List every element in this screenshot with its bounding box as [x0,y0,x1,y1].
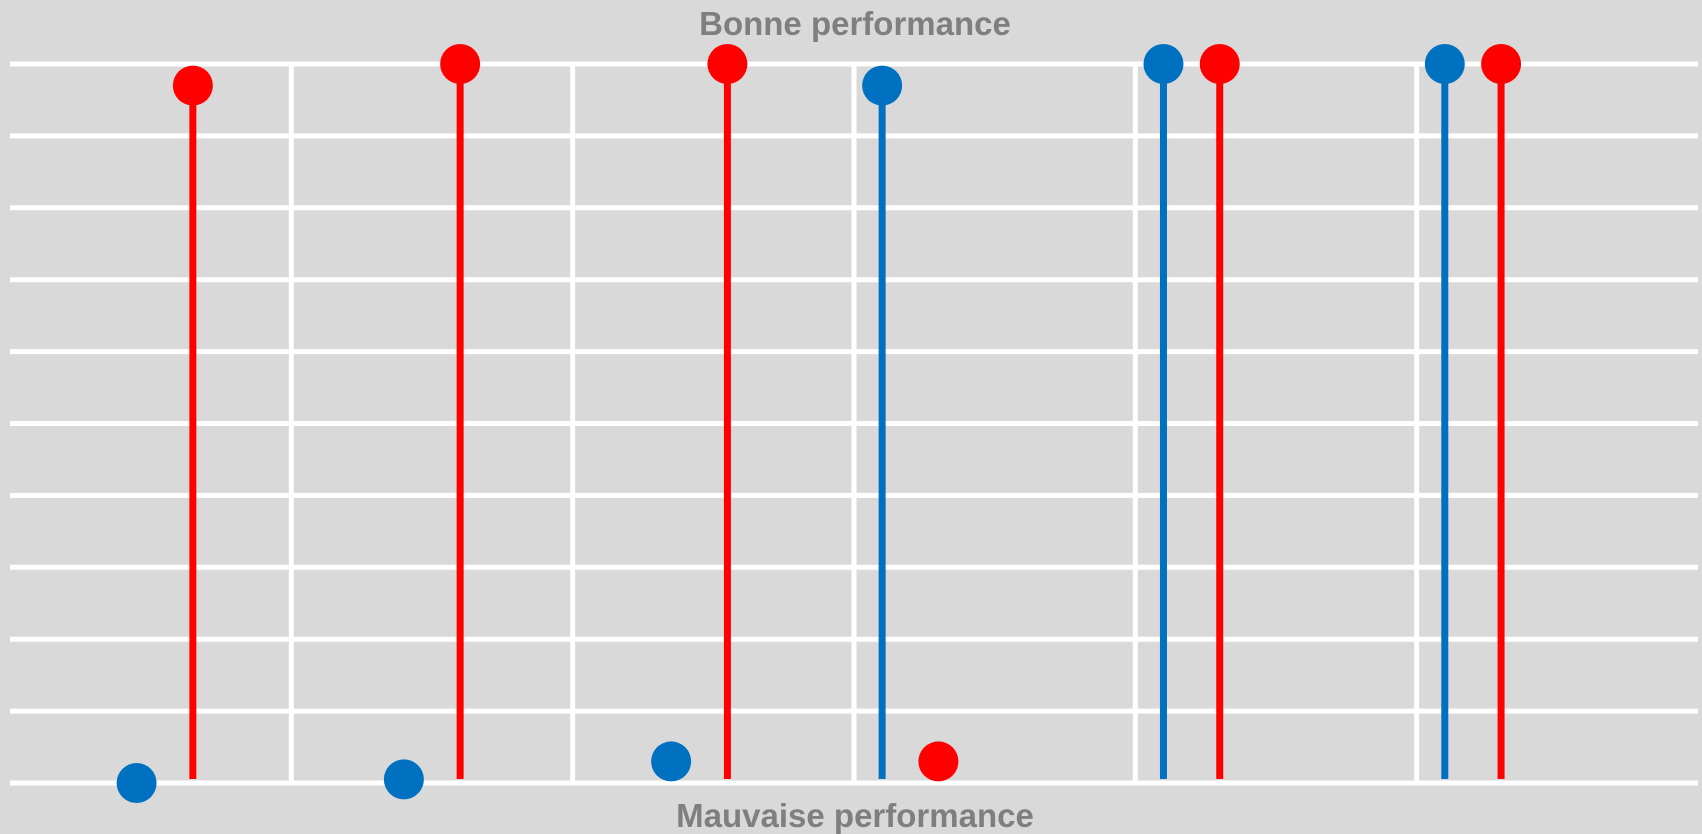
data-point [1199,44,1240,84]
points [116,44,1522,803]
top-label: Bonne performance [699,5,1011,42]
data-point [862,65,903,106]
data-point [918,741,959,782]
grid [10,61,1698,786]
data-point [1143,44,1184,84]
bottom-label: Mauvaise performance [676,797,1034,834]
data-point [1481,44,1522,84]
data-point [651,741,692,782]
data-point [1424,44,1465,84]
data-point [440,44,481,84]
data-point [383,759,424,800]
stems [189,64,1505,779]
data-point [172,65,213,106]
data-point [707,44,748,84]
data-point [116,763,157,803]
